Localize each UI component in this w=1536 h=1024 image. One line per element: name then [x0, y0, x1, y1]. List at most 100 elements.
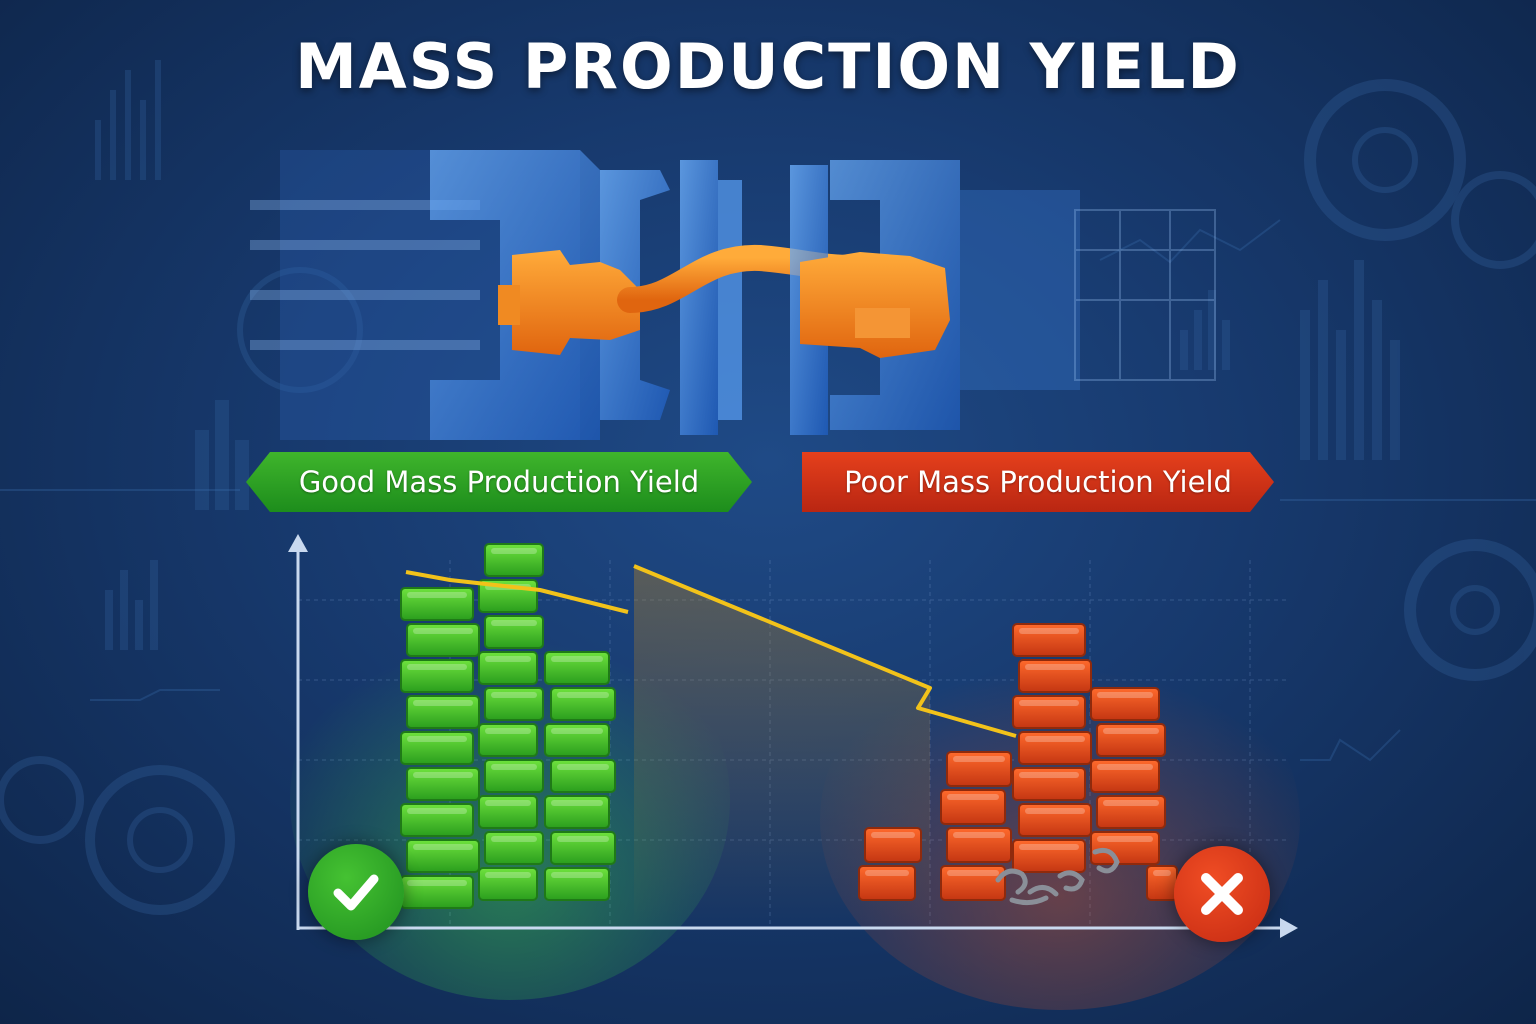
poor-block-highlight [1019, 772, 1079, 778]
poor-block [1018, 731, 1092, 765]
good-block [484, 831, 544, 865]
poor-block [1018, 803, 1092, 837]
poor-block [946, 827, 1012, 863]
check-mark-icon [333, 874, 379, 911]
good-block [478, 723, 538, 757]
good-yield-stacks [400, 543, 616, 909]
good-block-highlight [407, 592, 467, 598]
good-block-highlight [485, 872, 531, 878]
good-badge [308, 844, 404, 940]
good-block-highlight [407, 664, 467, 670]
good-block-highlight [485, 728, 531, 734]
poor-block-highlight [1097, 692, 1153, 698]
good-block-highlight [491, 764, 537, 770]
poor-block [1090, 831, 1160, 865]
good-block [478, 795, 538, 829]
good-block-highlight [557, 692, 609, 698]
poor-yield-stacks [858, 623, 1178, 901]
good-block [400, 803, 474, 837]
good-block [484, 759, 544, 793]
page-title: MASS PRODUCTION YIELD [295, 30, 1241, 103]
poor-block-highlight [947, 794, 999, 800]
good-block [544, 723, 610, 757]
defect-debris [995, 847, 1120, 906]
poor-mold-illustration [790, 160, 1216, 435]
poor-block [1018, 659, 1092, 693]
good-block [406, 767, 480, 801]
good-block [550, 759, 616, 793]
poor-badge [1174, 846, 1270, 942]
good-block-highlight [557, 836, 609, 842]
poor-block [1090, 759, 1160, 793]
poor-block-highlight [953, 756, 1005, 762]
poor-block [858, 865, 916, 901]
poor-block-highlight [953, 832, 1005, 838]
good-block [550, 831, 616, 865]
poor-block-highlight [1025, 664, 1085, 670]
good-block [544, 651, 610, 685]
poor-block [1096, 723, 1166, 757]
good-block [544, 795, 610, 829]
poor-block [1012, 767, 1086, 801]
good-block [400, 731, 474, 765]
good-block-highlight [413, 772, 473, 778]
poor-block [1012, 839, 1086, 873]
yield-chart [288, 534, 1300, 1010]
good-block [478, 651, 538, 685]
good-block [550, 687, 616, 721]
good-block-highlight [491, 620, 537, 626]
yield-trend-line [405, 570, 629, 614]
poor-block-highlight [1019, 844, 1079, 850]
good-block-highlight [485, 656, 531, 662]
poor-block-highlight [1097, 836, 1153, 842]
good-block-highlight [551, 728, 603, 734]
good-block [406, 695, 480, 729]
poor-block [1096, 795, 1166, 829]
poor-yield-banner: Poor Mass Production Yield [802, 452, 1274, 512]
good-block [544, 867, 610, 901]
poor-block-highlight [1103, 800, 1159, 806]
poor-block [1012, 623, 1086, 657]
poor-block [946, 751, 1012, 787]
good-block-highlight [551, 656, 603, 662]
poor-block [1012, 695, 1086, 729]
good-block-highlight [551, 872, 603, 878]
good-block-highlight [557, 764, 609, 770]
good-block-highlight [491, 836, 537, 842]
good-block-highlight [491, 692, 537, 698]
good-yield-banner: Good Mass Production Yield [246, 452, 752, 512]
poor-block-highlight [1153, 870, 1171, 876]
good-block [478, 867, 538, 901]
poor-block [940, 865, 1006, 901]
good-block [406, 839, 480, 873]
good-block [484, 687, 544, 721]
poor-block-highlight [865, 870, 909, 876]
good-mold-illustration [250, 150, 742, 440]
good-block-highlight [413, 844, 473, 850]
good-block-highlight [551, 800, 603, 806]
poor-block-highlight [1019, 628, 1079, 634]
poor-block-highlight [871, 832, 915, 838]
poor-block-highlight [947, 870, 999, 876]
poor-block-highlight [1025, 736, 1085, 742]
good-block [400, 587, 474, 621]
good-block-highlight [407, 808, 467, 814]
good-block-highlight [413, 700, 473, 706]
poor-block-highlight [1103, 728, 1159, 734]
poor-block [864, 827, 922, 863]
poor-block-highlight [1019, 700, 1079, 706]
good-block [400, 659, 474, 693]
good-block-highlight [407, 736, 467, 742]
good-block-highlight [491, 548, 537, 554]
good-block [484, 615, 544, 649]
poor-block [940, 789, 1006, 825]
good-block-highlight [413, 628, 473, 634]
poor-block-highlight [1025, 808, 1085, 814]
poor-block [1090, 687, 1160, 721]
good-block [406, 623, 480, 657]
good-block-highlight [407, 880, 467, 886]
good-block [484, 543, 544, 577]
x-mark-icon [1201, 873, 1243, 915]
good-block-highlight [485, 800, 531, 806]
